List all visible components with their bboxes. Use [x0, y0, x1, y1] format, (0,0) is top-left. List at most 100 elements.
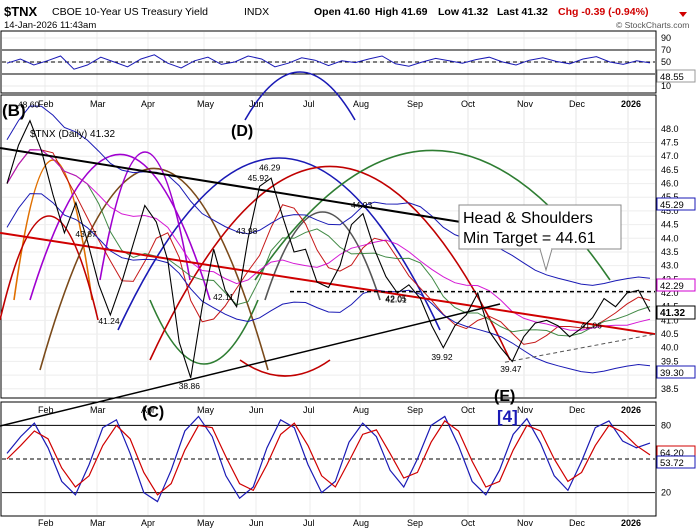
datetime-label: 14-Jan-2026 11:43am — [4, 20, 96, 31]
x-tick-label-stoch: May — [197, 518, 215, 528]
price-y-tick-label: 48.0 — [661, 124, 679, 134]
price-annotation: 45.92 — [248, 173, 270, 183]
head-shoulders-callout: Head & Shoulders Min Target = 44.61 — [458, 204, 622, 272]
wave-label-4: [4] — [497, 407, 518, 426]
cycle-arc — [117, 157, 441, 331]
cycle-arc — [149, 165, 511, 361]
x-tick-label-rsi: Mar — [90, 99, 106, 109]
x-tick-label-rsi: Jul — [303, 99, 315, 109]
price-y-tick-label: 47.5 — [661, 138, 679, 148]
rsi-series-layer — [6, 54, 651, 70]
wave-label-b: (B) — [2, 101, 26, 120]
rsi-y-tick-label: 90 — [661, 33, 671, 43]
price-annotation: 43.87 — [75, 229, 97, 239]
cycle-arc — [39, 167, 269, 371]
price-y-tick-label: 44.0 — [661, 233, 679, 243]
price-y-tick-label: 40.5 — [661, 329, 679, 339]
price-annotation: 39.92 — [431, 352, 453, 362]
x-tick-label-rsi: Oct — [461, 99, 476, 109]
rsi-y-tick-label: 10 — [661, 81, 671, 91]
price-y-tick-label: 43.5 — [661, 247, 679, 257]
price-y-tick-label: 46.5 — [661, 165, 679, 175]
tag-4529 — [656, 197, 696, 211]
price-y-tick-label: 43.0 — [661, 261, 679, 271]
price-y-tick-label: 47.0 — [661, 151, 679, 161]
price-panel-frame — [0, 94, 657, 399]
cycle-arc — [99, 151, 191, 281]
wave-label-c: (C) — [142, 404, 164, 421]
ma-long-line — [6, 149, 651, 331]
tag-3930-text: 39.30 — [660, 368, 684, 379]
x-tick-label-rsi: Feb — [38, 99, 54, 109]
price-line — [6, 119, 582, 379]
x-tick-label-price: 2026 — [621, 405, 641, 415]
x-tick-label-stoch: Jun — [249, 518, 264, 528]
x-tick-label-price: Nov — [517, 405, 534, 415]
cycle-arc — [13, 159, 93, 301]
stoch-y-tick-label: 80 — [661, 420, 671, 430]
rsi-y-tick-label: 50 — [661, 57, 671, 67]
x-tick-label-stoch: Apr — [141, 518, 155, 528]
x-tick-label-stoch: Nov — [517, 518, 534, 528]
price-series-layer — [6, 119, 651, 379]
cycle-arc — [239, 359, 331, 377]
price-annotation: 41.24 — [98, 316, 120, 326]
cycle-arc — [149, 299, 259, 365]
rsi-value-tag — [656, 69, 696, 83]
ema-mid-line — [6, 149, 651, 337]
price-y-tick-label: 45.5 — [661, 192, 679, 202]
price-annotation: 43.98 — [236, 226, 258, 236]
tag-4529-text: 45.29 — [660, 200, 684, 211]
x-tick-label-price: Feb — [38, 405, 54, 415]
symbol-description: CBOE 10-Year US Treasury Yield — [52, 6, 208, 18]
open-label: Open 41.60 — [314, 6, 370, 18]
chart-header: $TNX CBOE 10-Year US Treasury Yield INDX… — [4, 4, 689, 31]
callout-line-1: Head & Shoulders — [463, 210, 593, 227]
price-y-tick-label: 46.0 — [661, 179, 679, 189]
stoch-panel-frame — [0, 401, 657, 517]
annotations-layer: 48.60 43.98 41.06 45.92 43.87 38.86 41.24 46.29… — [18, 99, 602, 391]
callout-line-2: Min Target = 44.61 — [463, 230, 596, 247]
x-tick-label-price: Apr — [141, 405, 155, 415]
cycle-arc — [264, 211, 381, 301]
high-label: High 41.69 — [375, 6, 428, 18]
x-tick-label-stoch: Oct — [461, 518, 476, 528]
x-tick-label-price: May — [197, 405, 215, 415]
lower-band-line — [6, 193, 651, 374]
price-y-tick-label: 45.0 — [661, 206, 679, 216]
rsi-panel-frame — [0, 30, 657, 94]
x-tick-label-price: Aug — [353, 405, 369, 415]
wave-labels: (B) (D) (C) (E) [4] — [2, 101, 518, 426]
x-tick-label-price: Dec — [569, 405, 586, 415]
last-price-tag-text: 41.32 — [660, 308, 685, 319]
price-annotation: 44.93 — [351, 200, 373, 210]
price-annotation: 38.86 — [179, 381, 201, 391]
wave-label-d: (D) — [231, 123, 253, 140]
price-y-tick-label: 41.0 — [661, 315, 679, 325]
price-legend: $TNX (Daily) 41.32 — [30, 129, 115, 140]
rsi-line — [6, 54, 651, 70]
lower-dashed-line — [504, 333, 656, 363]
cycle-arc — [29, 153, 211, 301]
exchange-label: INDX — [244, 6, 269, 18]
stochastic-series-layer — [6, 415, 651, 503]
x-tick-label-rsi: Aug — [353, 99, 369, 109]
cycle-arc — [244, 71, 356, 121]
price-annotation: 39.47 — [500, 364, 522, 374]
low-label: Low 41.32 — [438, 6, 488, 18]
x-tick-label-price: Oct — [461, 405, 476, 415]
neckline-upper — [0, 147, 461, 223]
x-tick-label-price: Jun — [249, 405, 264, 415]
ema-short-line — [6, 149, 651, 345]
x-tick-label-rsi: Nov — [517, 99, 534, 109]
x-tick-label-rsi: 2026 — [621, 99, 641, 109]
price-y-tick-label: 38.5 — [661, 384, 679, 394]
x-tick-label-stoch: Mar — [90, 518, 106, 528]
last-label: Last 41.32 — [497, 6, 548, 18]
price-annotation: 41.06 — [581, 321, 603, 331]
black-uptrend-line — [0, 303, 501, 427]
wave-label-e: (E) — [494, 388, 515, 405]
price-y-tick-label: 44.5 — [661, 220, 679, 230]
x-tick-label-rsi: Apr — [141, 99, 155, 109]
